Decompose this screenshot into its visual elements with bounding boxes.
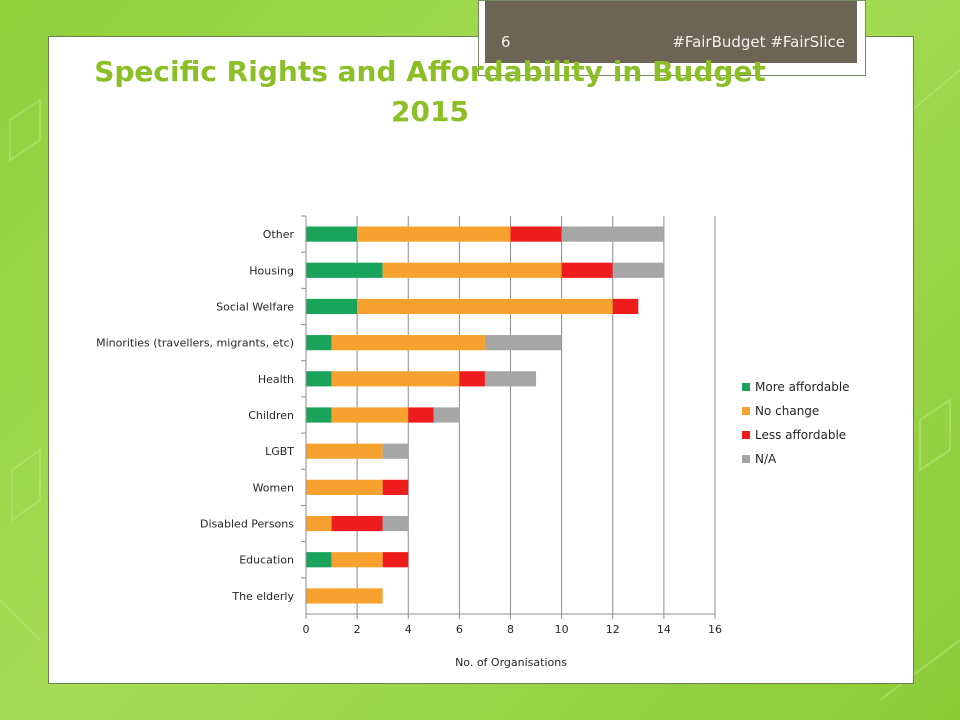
legend: More affordable No change Less affordable N…: [742, 380, 850, 466]
bar-segment: [306, 552, 332, 568]
bar-segment: [306, 407, 332, 423]
slide-number: 6: [501, 33, 511, 51]
x-tick-label: 16: [708, 623, 722, 636]
bar-segment: [382, 515, 409, 532]
bar-segment: [382, 552, 409, 568]
x-tick-label: 10: [555, 623, 569, 636]
bar-segment: [306, 262, 383, 278]
bar-segment: [331, 515, 383, 532]
bar-segment: [306, 588, 383, 604]
header-bar: 6 #FairBudget #FairSlice: [478, 0, 866, 76]
y-tick-label: Minorities (travellers, migrants, etc): [96, 337, 294, 350]
bar-segment: [306, 335, 332, 351]
legend-label: More affordable: [755, 380, 850, 394]
y-tick-label: Social Welfare: [216, 300, 294, 313]
x-tick-label: 2: [354, 623, 361, 636]
bar-segment: [331, 552, 383, 568]
bar-segment: [484, 335, 562, 351]
bar-segment: [306, 226, 358, 242]
bar-segment: [382, 479, 409, 495]
bar-segment: [331, 335, 485, 351]
y-tick-label: Housing: [249, 264, 294, 277]
bar-segment: [408, 407, 434, 423]
x-tick-label: 8: [507, 623, 514, 636]
y-tick-label: The elderly: [231, 590, 294, 603]
x-axis-label: No. of Organisations: [455, 656, 567, 669]
x-tick-label: 4: [405, 623, 412, 636]
bar-segment: [306, 298, 358, 315]
bar-segment: [382, 262, 562, 278]
bar-segment: [357, 226, 511, 242]
y-tick-label: Women: [253, 481, 294, 494]
axes: 0 2 4 6 8 10 12 14 16 Other Housing Social Welfare M…: [96, 215, 722, 636]
legend-swatch: [742, 431, 750, 439]
slide-panel: [48, 36, 914, 684]
bar-segment: [459, 371, 485, 387]
bar-segment: [382, 443, 409, 459]
x-tick-label: 6: [456, 623, 463, 636]
bar-segment: [306, 479, 383, 495]
legend-label: N/A: [755, 452, 777, 466]
y-tick-label: Children: [248, 409, 294, 422]
y-tick-label: Health: [258, 373, 294, 386]
bar-segment: [612, 298, 639, 315]
legend-swatch: [742, 407, 750, 415]
bar-segment: [331, 371, 460, 387]
hashtags: #FairBudget #FairSlice: [672, 33, 845, 51]
bar-segment: [331, 407, 409, 423]
y-tick-label: Education: [239, 554, 294, 567]
x-tick-label: 0: [303, 623, 310, 636]
bar-segment: [306, 515, 332, 532]
y-tick-label: LGBT: [265, 445, 294, 458]
legend-label: Less affordable: [755, 428, 846, 442]
y-tick-label: Disabled Persons: [200, 518, 294, 531]
bar-segment: [612, 262, 664, 278]
bar-segment: [357, 298, 613, 315]
x-tick-label: 14: [657, 623, 671, 636]
legend-swatch: [742, 383, 750, 391]
bar-segment: [484, 371, 537, 387]
chart-title: Specific Rights and Affordability in Bud…: [94, 55, 766, 128]
y-tick-label: Other: [263, 228, 295, 241]
x-tick-label: 12: [606, 623, 620, 636]
header-inner: 6 #FairBudget #FairSlice: [485, 1, 857, 63]
bar-segment: [510, 226, 562, 242]
bar-segment: [306, 371, 332, 387]
bars: [306, 226, 664, 604]
legend-label: No change: [755, 404, 819, 418]
legend-swatch: [742, 455, 750, 463]
bar-segment: [433, 407, 460, 423]
bar-segment: [561, 262, 613, 278]
bar-segment: [306, 443, 383, 459]
bar-segment: [561, 226, 664, 242]
